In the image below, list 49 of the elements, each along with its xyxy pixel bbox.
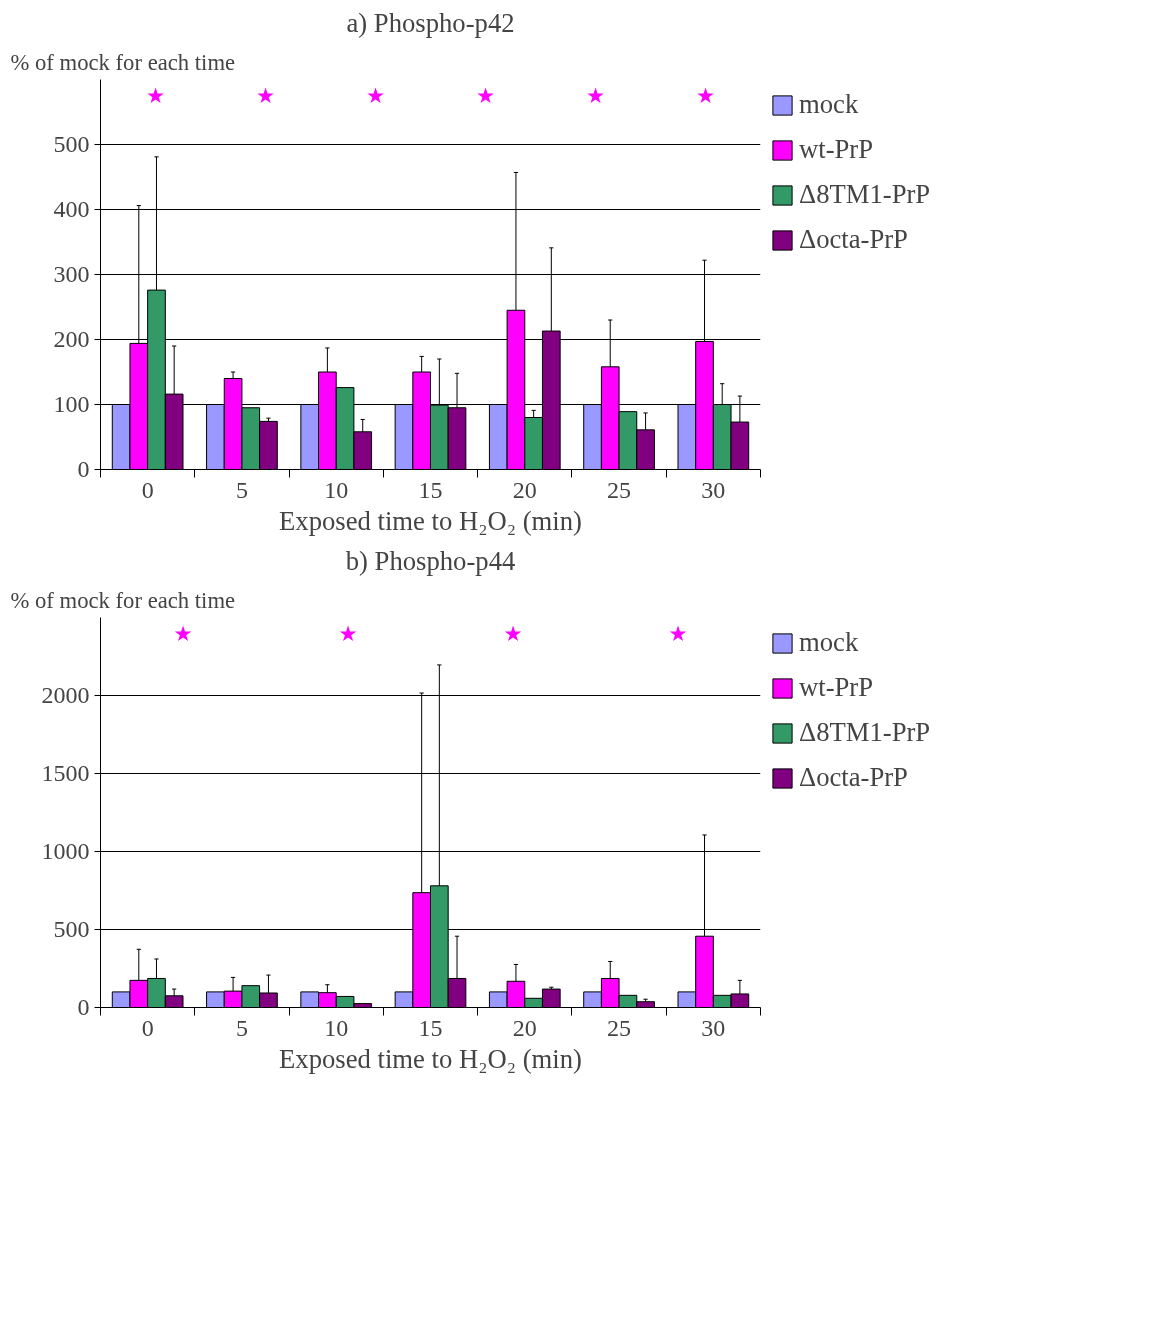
x-tick-label: 0: [141, 1014, 154, 1041]
legend-label: mock: [799, 89, 859, 120]
annotation: ★: [255, 82, 276, 108]
annotation: ★: [173, 620, 193, 646]
legend-label: mock: [799, 627, 859, 658]
y-tick-label: 400: [53, 196, 90, 222]
legend-label: Δ8TM1-PrP: [799, 179, 931, 210]
x-tick-label: 10: [324, 476, 349, 503]
annotation: ★: [503, 620, 523, 646]
x-tick-label: 10: [324, 1014, 349, 1041]
x-tick-label: 5: [235, 1014, 248, 1041]
legend-label: Δocta-PrP: [799, 762, 908, 793]
annotation: ★: [475, 82, 496, 108]
x-tick-label: 15: [418, 1014, 443, 1041]
x-tick-label: 15: [418, 476, 443, 503]
x-tick-label: 0: [141, 476, 154, 503]
annotation: ★: [585, 82, 606, 108]
x-tick-label: 25: [607, 476, 632, 503]
legend-label: Δ8TM1-PrP: [799, 717, 931, 748]
annotation: ★: [365, 82, 386, 108]
y-tick-label: 1000: [41, 838, 90, 864]
y-tick-label: 200: [53, 326, 90, 352]
chart-title: a) Phospho-p42: [346, 7, 515, 38]
y-tick-label: 100: [53, 391, 90, 417]
y-tick-label: 300: [53, 261, 90, 287]
annotation: ★: [695, 82, 716, 108]
y-tick-label: 2000: [41, 682, 90, 708]
x-axis-title: Exposed time to H₂O₂ (min): [279, 505, 582, 536]
y-tick-label: 1500: [41, 760, 90, 786]
x-tick-label: 20: [512, 476, 537, 503]
x-tick-label: 5: [235, 476, 248, 503]
y-tick-label: 0: [77, 994, 90, 1020]
annotation: ★: [145, 82, 166, 108]
y-axis-title: % of mock for each time: [10, 587, 236, 613]
annotation: ★: [338, 620, 358, 646]
x-tick-label: 30: [701, 1014, 726, 1041]
y-tick-label: 500: [53, 131, 90, 157]
y-axis-title: % of mock for each time: [10, 49, 236, 75]
x-tick-label: 20: [512, 1014, 537, 1041]
annotation: ★: [668, 620, 688, 646]
legend-label: Δocta-PrP: [799, 224, 908, 255]
x-tick-label: 30: [701, 476, 726, 503]
x-tick-label: 25: [607, 1014, 632, 1041]
chart-title: b) Phospho-p44: [345, 545, 516, 576]
y-tick-label: 0: [77, 456, 90, 482]
legend-label: wt-PrP: [799, 672, 874, 703]
y-tick-label: 500: [53, 916, 90, 942]
x-axis-title: Exposed time to H₂O₂ (min): [279, 1043, 582, 1074]
legend-label: wt-PrP: [799, 134, 874, 165]
